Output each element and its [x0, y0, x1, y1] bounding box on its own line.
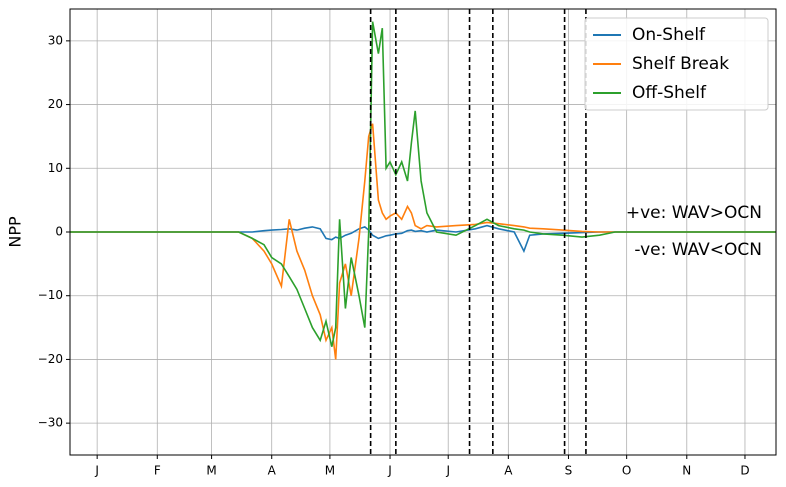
y-tick-label: 10	[48, 161, 63, 175]
legend-box	[584, 17, 769, 111]
y-tick-label: 0	[55, 225, 63, 239]
y-tick-label: −10	[38, 288, 63, 302]
plot-frame	[69, 8, 777, 456]
legend-label: On-Shelf	[632, 25, 706, 45]
series-line	[70, 224, 776, 254]
legend-label: Off-Shelf	[632, 83, 707, 103]
y-tick-label: 20	[48, 97, 63, 111]
x-tick-label: J	[387, 464, 392, 478]
x-tick-label: J	[445, 464, 450, 478]
x-tick-label: J	[94, 464, 99, 478]
x-tick-label: N	[682, 464, 691, 478]
x-tick-label: O	[622, 464, 631, 478]
y-tick-label: −30	[38, 416, 63, 430]
y-tick-label: 30	[48, 33, 63, 47]
x-tick-label: M	[206, 464, 216, 478]
y-tick-label: −20	[38, 352, 63, 366]
x-tick-label: F	[154, 464, 161, 478]
series-line	[70, 123, 776, 360]
annotation: -ve: WAV<OCN	[634, 240, 762, 260]
annotation: +ve: WAV>OCN	[626, 203, 762, 223]
series-line	[70, 21, 776, 347]
x-tick-label: D	[740, 464, 749, 478]
x-tick-label: M	[325, 464, 335, 478]
x-tick-label: A	[268, 464, 277, 478]
x-tick-label: A	[504, 464, 513, 478]
x-tick-label: S	[565, 464, 573, 478]
y-axis-label: NPP	[6, 216, 25, 248]
legend-label: Shelf Break	[632, 54, 729, 74]
